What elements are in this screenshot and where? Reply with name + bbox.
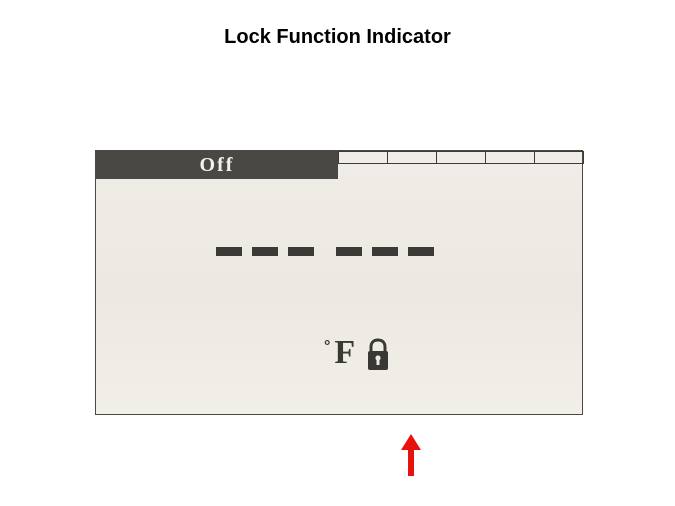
pointer-arrow-icon xyxy=(399,432,423,483)
top-bar: Off xyxy=(96,151,582,179)
segment xyxy=(387,151,437,164)
segment xyxy=(436,151,486,164)
status-label: Off xyxy=(96,151,338,179)
dash xyxy=(336,247,362,256)
dash xyxy=(216,247,242,256)
unit-and-lock: ° F xyxy=(324,336,391,377)
temperature-unit: F xyxy=(334,336,355,370)
dash xyxy=(252,247,278,256)
dash-group xyxy=(216,247,314,256)
dash xyxy=(288,247,314,256)
dash-group xyxy=(336,247,434,256)
digit-placeholder-row xyxy=(216,247,434,256)
page-title: Lock Function Indicator xyxy=(0,0,675,49)
progress-segments xyxy=(338,151,584,164)
dash xyxy=(372,247,398,256)
segment xyxy=(338,151,388,164)
segment xyxy=(534,151,584,164)
segment xyxy=(485,151,535,164)
dash xyxy=(408,247,434,256)
lcd-display-panel: Off ° F xyxy=(95,150,583,415)
lock-icon xyxy=(365,338,391,377)
degree-symbol: ° xyxy=(324,338,330,356)
